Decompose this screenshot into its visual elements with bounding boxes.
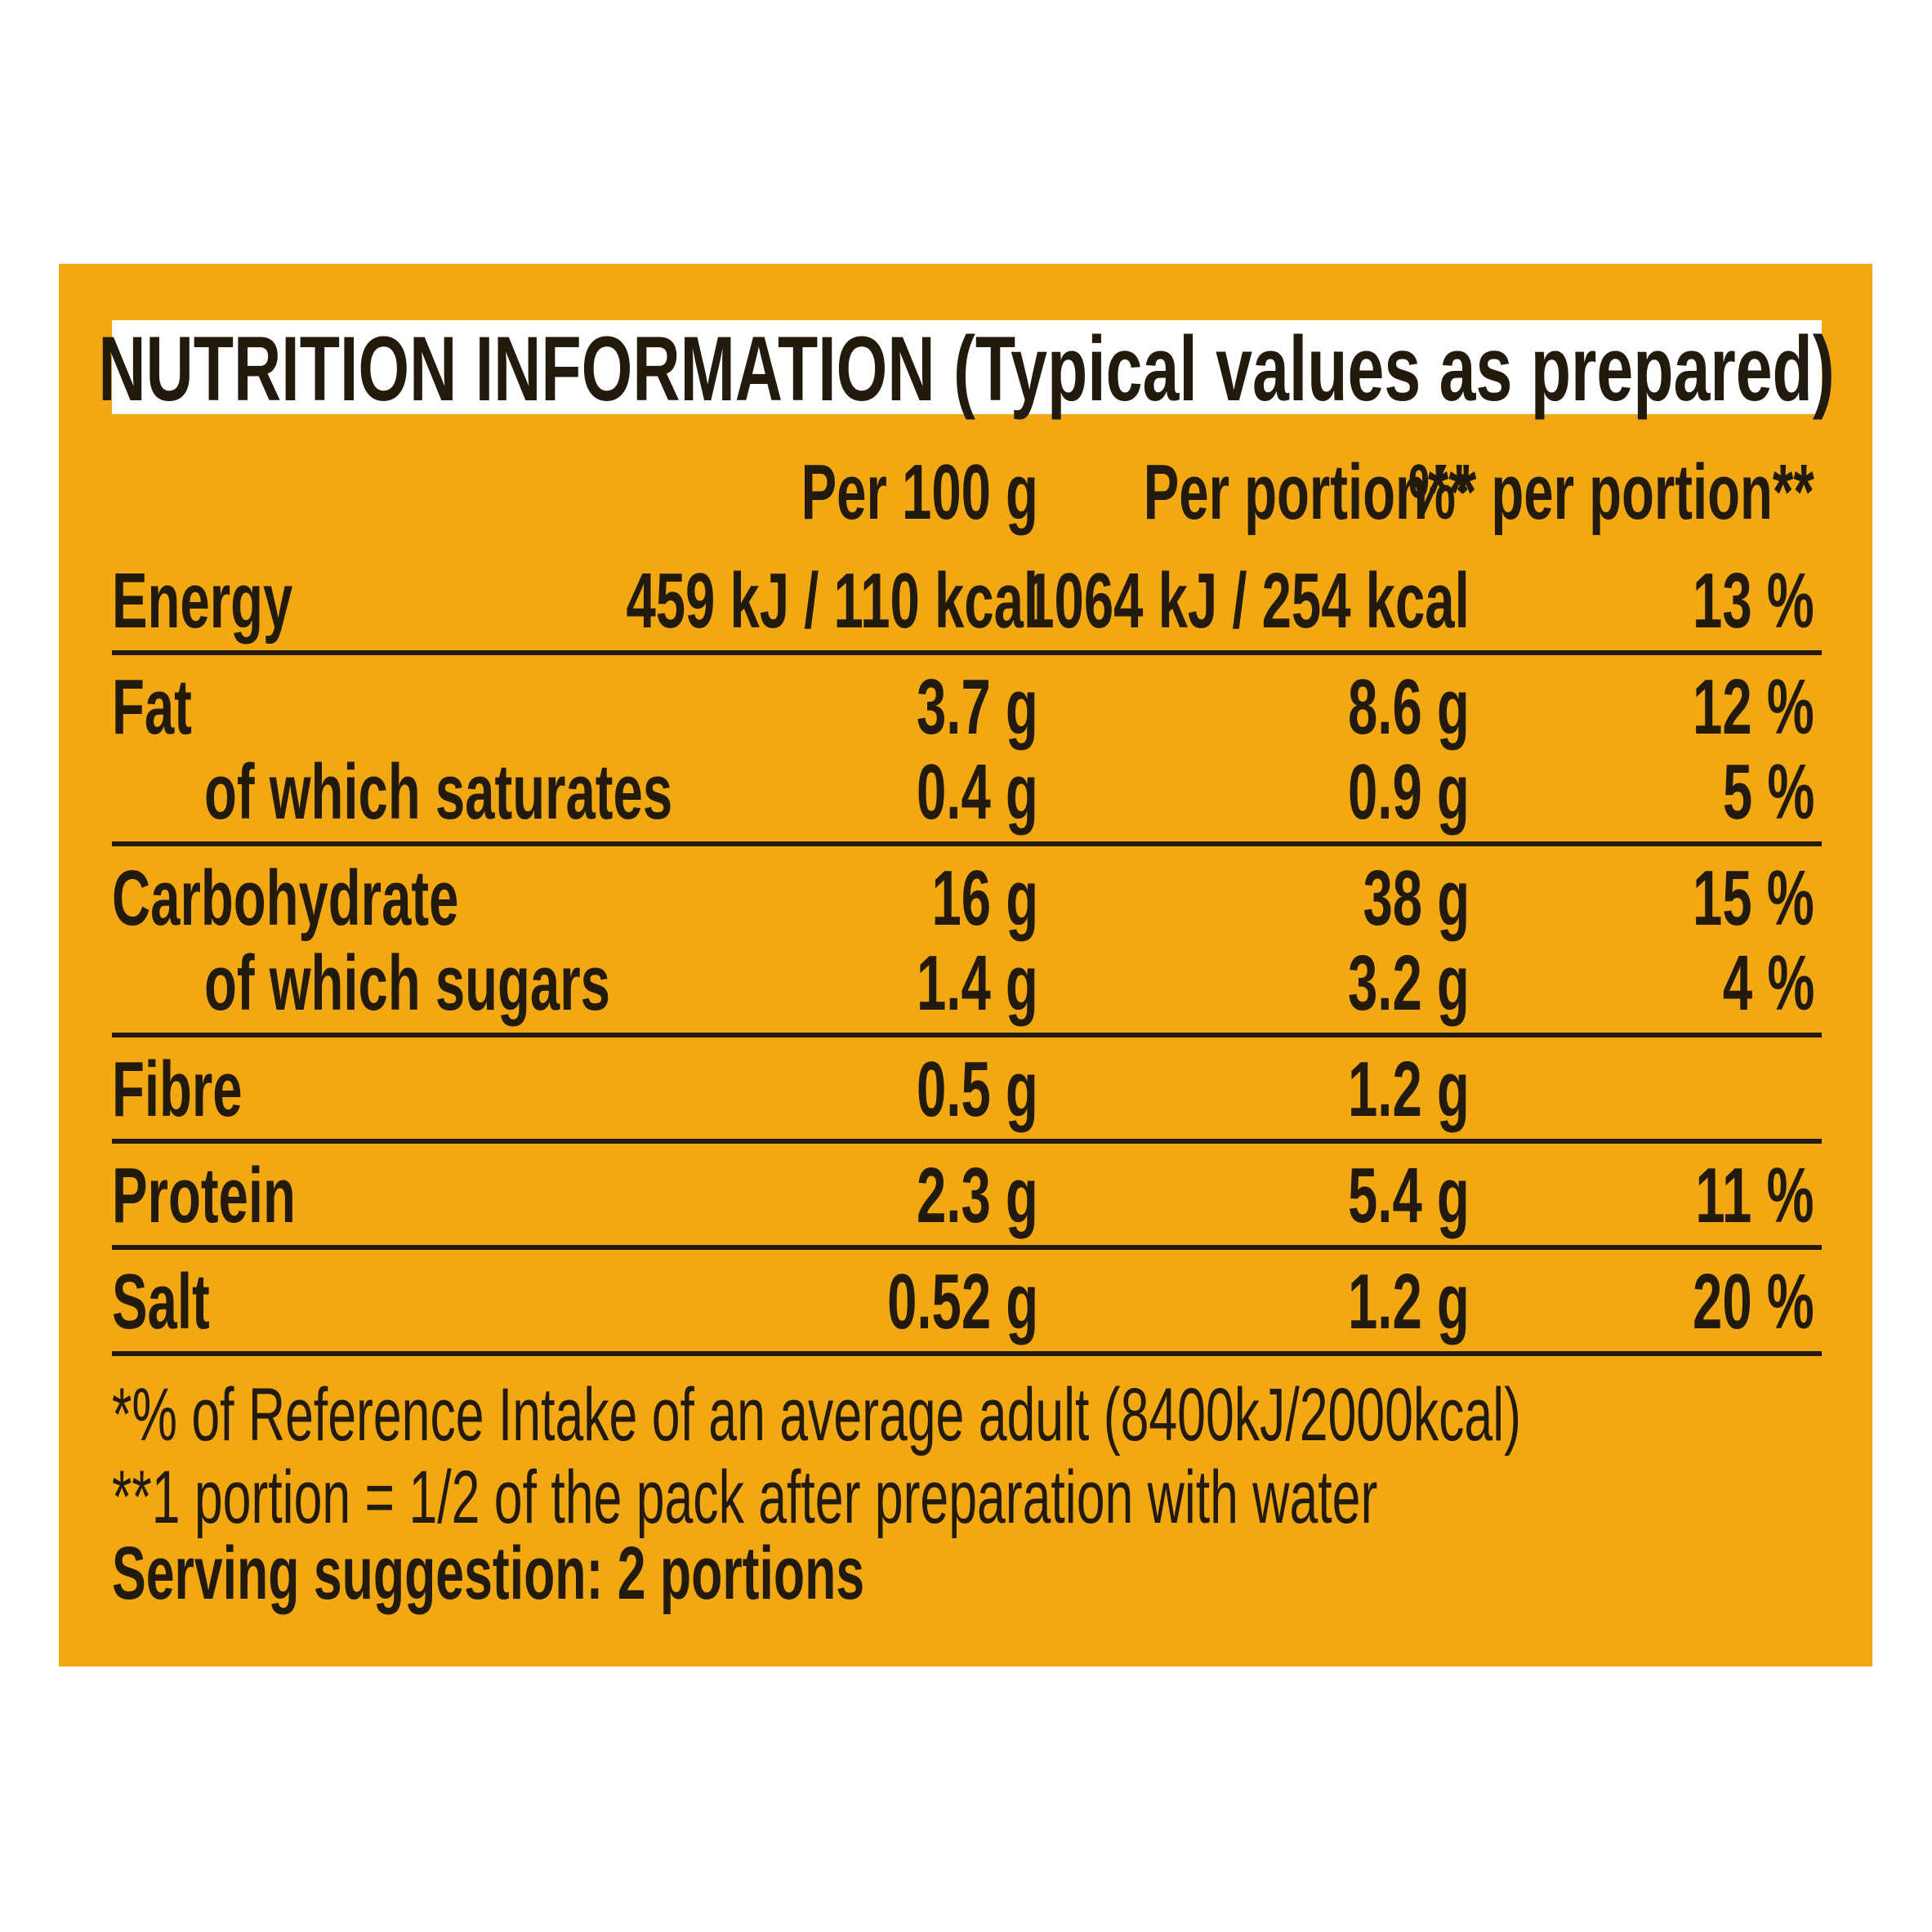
column-header: Per 100 g bbox=[801, 448, 1038, 536]
cell: 459 kJ / 110 kcal bbox=[626, 557, 1038, 645]
cell: 4 % bbox=[1722, 939, 1814, 1027]
rule bbox=[112, 1245, 1822, 1250]
rule bbox=[112, 650, 1822, 655]
cell: 3.2 g bbox=[1348, 939, 1470, 1027]
cell: 0.52 g bbox=[886, 1258, 1038, 1345]
column-header: %* per portion** bbox=[1408, 448, 1814, 536]
cell: 1.2 g bbox=[1348, 1046, 1470, 1133]
cell: 1064 kJ / 254 kcal bbox=[1024, 557, 1470, 645]
footnote: *% of Reference Intake of an average adu… bbox=[112, 1373, 1521, 1457]
cell: 13 % bbox=[1693, 557, 1814, 645]
cell: 11 % bbox=[1695, 1152, 1814, 1239]
row-label: Fibre bbox=[112, 1046, 243, 1133]
row-label: Fat bbox=[112, 663, 192, 751]
row-label: Carbohydrate bbox=[112, 854, 459, 942]
row-label: Energy bbox=[112, 557, 293, 645]
column-header: Per portion** bbox=[1144, 448, 1470, 536]
row-label: Protein bbox=[112, 1152, 296, 1239]
cell: 1.4 g bbox=[917, 939, 1038, 1027]
rule bbox=[112, 1033, 1822, 1037]
rule bbox=[112, 1351, 1822, 1356]
cell: 5 % bbox=[1722, 748, 1814, 836]
cell: 20 % bbox=[1693, 1258, 1814, 1345]
cell: 38 g bbox=[1363, 854, 1470, 942]
serving: Serving suggestion: 2 portions bbox=[112, 1532, 865, 1615]
rule bbox=[112, 1139, 1822, 1144]
cell: 1.2 g bbox=[1348, 1258, 1470, 1345]
cell: 0.5 g bbox=[917, 1046, 1038, 1133]
cell: 5.4 g bbox=[1348, 1152, 1470, 1239]
cell: 2.3 g bbox=[917, 1152, 1038, 1239]
title: NUTRITION INFORMATION (Typical values as… bbox=[98, 318, 1835, 420]
row-label: of which saturates bbox=[204, 748, 673, 836]
cell: 15 % bbox=[1693, 854, 1814, 942]
cell: 12 % bbox=[1693, 663, 1814, 751]
panel bbox=[59, 264, 1872, 1667]
footnote: **1 portion = 1/2 of the pack after prep… bbox=[112, 1456, 1378, 1539]
cell: 0.9 g bbox=[1348, 748, 1470, 836]
row-label: Salt bbox=[112, 1258, 210, 1345]
title-bar bbox=[112, 320, 1822, 414]
cell: 0.4 g bbox=[917, 748, 1038, 836]
rule bbox=[112, 841, 1822, 846]
cell: 8.6 g bbox=[1348, 663, 1470, 751]
cell: 16 g bbox=[931, 854, 1038, 942]
cell: 3.7 g bbox=[917, 663, 1038, 751]
row-label: of which sugars bbox=[204, 939, 610, 1027]
